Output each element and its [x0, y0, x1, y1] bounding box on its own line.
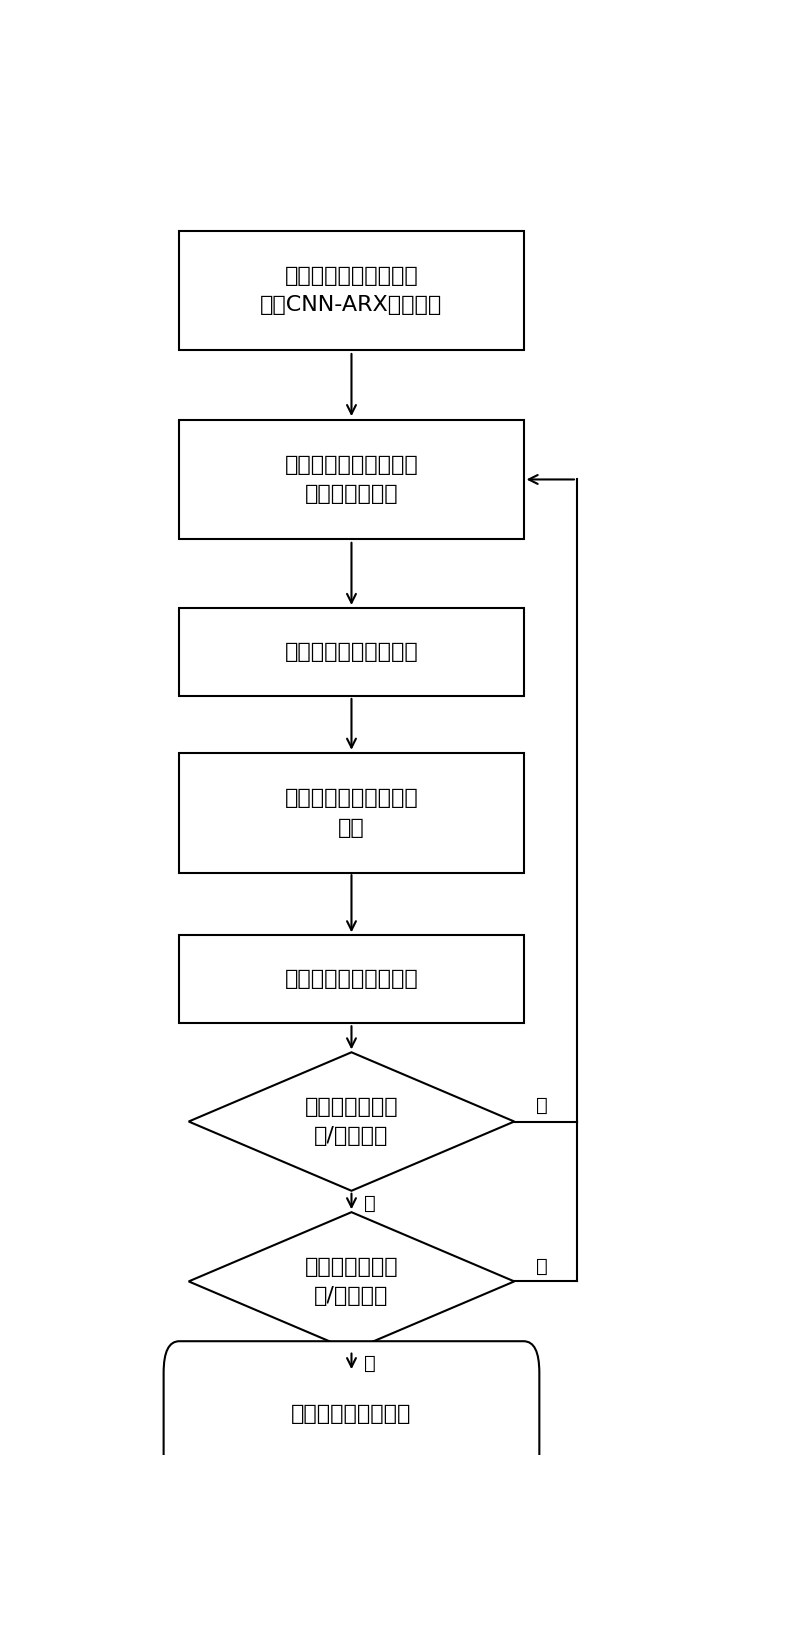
Text: 否: 否	[537, 1095, 548, 1115]
Text: 比较损失函数大
小/达到阈值: 比较损失函数大 小/达到阈值	[305, 1257, 398, 1306]
Text: 返回模型的辨识参数: 返回模型的辨识参数	[292, 1403, 411, 1424]
Text: 是: 是	[364, 1354, 376, 1373]
Text: 构建直线一级倒立摆系
统的CNN-ARX模型结构: 构建直线一级倒立摆系 统的CNN-ARX模型结构	[260, 267, 443, 316]
Polygon shape	[189, 1053, 515, 1190]
Text: 否: 否	[537, 1257, 548, 1275]
FancyBboxPatch shape	[179, 754, 524, 873]
FancyBboxPatch shape	[179, 935, 524, 1024]
Text: 反向传播更新模型参数: 反向传播更新模型参数	[284, 970, 419, 989]
Text: 比较损失函数大
小/达到阈值: 比较损失函数大 小/达到阈值	[305, 1097, 398, 1146]
FancyBboxPatch shape	[179, 608, 524, 697]
Polygon shape	[189, 1212, 515, 1351]
FancyBboxPatch shape	[179, 420, 524, 540]
FancyBboxPatch shape	[163, 1341, 540, 1486]
Text: 选择状态向量以及模型
的输入输出阶次: 选择状态向量以及模型 的输入输出阶次	[284, 455, 419, 504]
Text: 初始化模型待辨识参数: 初始化模型待辨识参数	[284, 643, 419, 662]
Text: 前向运算得到系统预测
输出: 前向运算得到系统预测 输出	[284, 788, 419, 837]
Text: 是: 是	[364, 1194, 376, 1213]
FancyBboxPatch shape	[179, 231, 524, 350]
